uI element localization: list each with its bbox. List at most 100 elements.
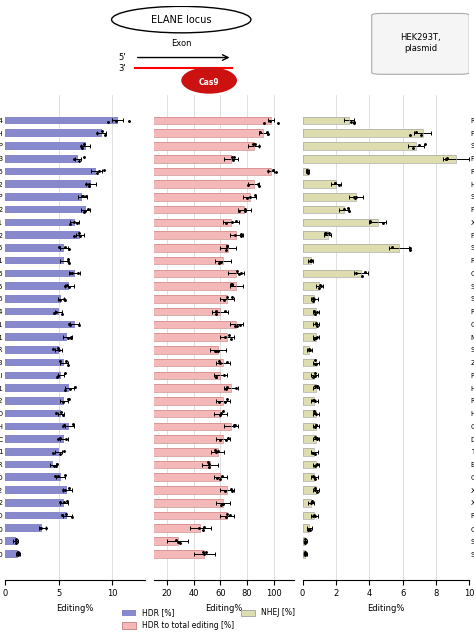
Bar: [5, 257, 64, 264]
Bar: [140, 333, 227, 341]
Bar: [140, 410, 220, 417]
Bar: [140, 550, 204, 557]
Bar: [302, 422, 316, 430]
Bar: [302, 486, 316, 494]
Bar: [302, 218, 378, 226]
Bar: [140, 320, 237, 328]
Bar: [5, 269, 75, 277]
Bar: [5, 218, 75, 226]
Bar: [140, 142, 254, 150]
Bar: [140, 512, 227, 519]
Bar: [302, 384, 316, 392]
Bar: [302, 206, 344, 213]
Bar: [140, 193, 250, 201]
Bar: [302, 397, 314, 404]
Bar: [5, 168, 96, 175]
Text: ELANE locus: ELANE locus: [151, 15, 211, 25]
Bar: [5, 499, 64, 506]
Bar: [140, 206, 244, 213]
Bar: [302, 461, 316, 468]
Bar: [5, 129, 101, 137]
Bar: [5, 473, 61, 481]
X-axis label: Editing%: Editing%: [205, 604, 242, 613]
Bar: [302, 320, 316, 328]
Bar: [302, 269, 361, 277]
Bar: [302, 129, 423, 137]
Bar: [5, 117, 118, 124]
Bar: [5, 461, 53, 468]
Bar: [5, 384, 69, 392]
Bar: [5, 193, 82, 201]
Bar: [302, 282, 319, 290]
Bar: [302, 231, 328, 239]
Bar: [302, 244, 399, 252]
Bar: [302, 257, 311, 264]
Legend: HDR [%], HDR to total editing [%], NHEJ [%]: HDR [%], HDR to total editing [%], NHEJ …: [119, 605, 298, 633]
Bar: [140, 218, 231, 226]
Bar: [5, 435, 64, 443]
Bar: [302, 168, 308, 175]
Bar: [302, 193, 356, 201]
Bar: [140, 537, 178, 545]
Bar: [140, 371, 220, 379]
Bar: [5, 180, 91, 188]
Bar: [140, 244, 228, 252]
Bar: [5, 422, 69, 430]
Bar: [140, 473, 220, 481]
Bar: [140, 346, 218, 354]
Bar: [5, 524, 43, 532]
Bar: [302, 155, 456, 162]
Bar: [140, 461, 210, 468]
Bar: [140, 486, 227, 494]
Bar: [302, 295, 314, 303]
Bar: [140, 129, 263, 137]
Bar: [5, 512, 67, 519]
Bar: [302, 359, 316, 366]
Bar: [5, 308, 59, 315]
Bar: [140, 435, 223, 443]
Bar: [302, 346, 309, 354]
Bar: [5, 448, 59, 455]
Bar: [5, 244, 64, 252]
Bar: [302, 524, 309, 532]
Bar: [5, 155, 78, 162]
Bar: [302, 499, 311, 506]
Bar: [302, 142, 416, 150]
Bar: [5, 282, 69, 290]
Bar: [140, 359, 223, 366]
Text: Exon: Exon: [171, 39, 191, 48]
Text: HEK293T,
plasmid: HEK293T, plasmid: [400, 32, 441, 54]
Bar: [140, 448, 218, 455]
Bar: [5, 206, 85, 213]
Bar: [5, 371, 61, 379]
Bar: [5, 486, 67, 494]
Bar: [140, 269, 237, 277]
Bar: [140, 117, 271, 124]
Bar: [140, 295, 227, 303]
Bar: [5, 231, 80, 239]
Bar: [302, 512, 314, 519]
Bar: [302, 435, 316, 443]
Bar: [302, 117, 349, 124]
Bar: [5, 397, 64, 404]
Bar: [140, 384, 231, 392]
Bar: [302, 410, 316, 417]
Bar: [302, 371, 314, 379]
Ellipse shape: [181, 68, 237, 94]
Ellipse shape: [111, 6, 251, 33]
Bar: [302, 537, 305, 545]
Bar: [302, 473, 314, 481]
Text: 3': 3': [118, 64, 126, 73]
Bar: [5, 333, 67, 341]
Bar: [140, 422, 231, 430]
Bar: [5, 359, 64, 366]
Bar: [140, 308, 220, 315]
Text: 5': 5': [118, 53, 126, 62]
Bar: [302, 180, 336, 188]
Bar: [140, 524, 201, 532]
Bar: [302, 448, 314, 455]
Bar: [140, 155, 231, 162]
Bar: [302, 308, 316, 315]
Bar: [5, 320, 75, 328]
Bar: [5, 537, 16, 545]
